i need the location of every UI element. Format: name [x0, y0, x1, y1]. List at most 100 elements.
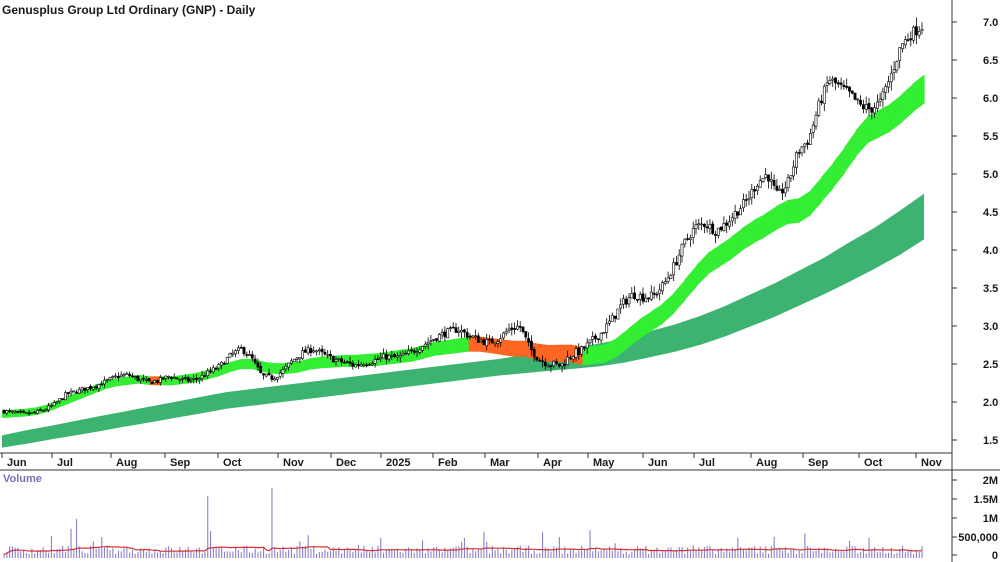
volume-bar [835, 548, 837, 558]
volume-bar [288, 549, 290, 558]
volume-bar [355, 549, 357, 558]
candle-body [242, 347, 246, 355]
volume-bar [76, 518, 78, 558]
x-tick-label: Nov [283, 457, 305, 469]
candle-body [711, 223, 715, 234]
candle-body [594, 335, 597, 340]
volume-bar [477, 549, 479, 558]
volume-bar [558, 537, 560, 558]
candle-body [128, 373, 132, 376]
candle-body [440, 332, 444, 336]
candle-body [496, 341, 500, 344]
volume-bar [343, 548, 345, 558]
volume-bar [854, 546, 856, 558]
volume-bar [402, 552, 404, 558]
candle-body [848, 86, 851, 92]
volume-bar [508, 553, 510, 558]
volume-bar [703, 547, 705, 558]
volume-bar [265, 554, 267, 558]
volume-bar [92, 541, 94, 558]
short-band-segment [206, 366, 219, 380]
short-band-segment [457, 336, 470, 353]
volume-bar [441, 552, 443, 558]
volume-bar [184, 549, 186, 558]
candle-body [376, 358, 380, 361]
candle-body [356, 364, 360, 366]
volume-bar [595, 547, 597, 558]
volume-bar [491, 546, 493, 558]
x-tick-label: Jun [7, 457, 27, 469]
candle-body [903, 39, 907, 46]
volume-bar [330, 550, 332, 558]
volume-bar [391, 548, 393, 558]
volume-bar [622, 553, 624, 558]
volume-bar [20, 551, 22, 558]
candle-body [105, 379, 109, 381]
candle-body [167, 375, 171, 378]
volume-bar [784, 547, 786, 558]
candle-body [775, 185, 779, 191]
volume-bar [427, 548, 429, 558]
volume-bar [606, 550, 608, 558]
y-tick-label: 5.5 [983, 131, 998, 143]
volume-bar [888, 552, 890, 558]
volume-bar [151, 553, 153, 558]
volume-bar [500, 553, 502, 558]
short-band-segment [662, 293, 675, 324]
candle-body [613, 315, 617, 319]
volume-bar [514, 548, 516, 558]
volume-bar [3, 553, 5, 558]
volume-bar [193, 552, 195, 558]
x-tick-label: May [593, 457, 615, 469]
volume-tick-label: 500,000 [958, 532, 998, 544]
volume-bar [662, 551, 664, 558]
volume-bar [405, 548, 407, 558]
volume-bar [168, 546, 170, 558]
volume-bar [776, 548, 778, 558]
candle-body [387, 354, 391, 360]
x-tick-label: Feb [438, 457, 458, 469]
candle-body [817, 100, 821, 116]
candle-body [758, 180, 762, 188]
volume-bar [70, 528, 72, 558]
volume-bar [489, 553, 491, 558]
candle-body [370, 363, 374, 366]
candle-body [320, 348, 324, 353]
volume-bar [734, 549, 736, 558]
candle-body [538, 359, 542, 362]
volume-bar [117, 550, 119, 558]
candle-body [5, 410, 9, 414]
candle-body [510, 327, 514, 330]
candle-body [306, 347, 310, 354]
volume-bar [396, 548, 398, 558]
volume-bar [246, 545, 248, 558]
candle-body [158, 377, 162, 383]
volume-bar [798, 551, 800, 558]
volume-bar [299, 541, 301, 558]
short-band-segment [445, 338, 458, 355]
volume-bar [87, 553, 89, 558]
volume-bar [542, 531, 544, 558]
volume-bar [173, 552, 175, 558]
candle-body [490, 338, 494, 344]
short-band-segment [798, 190, 811, 223]
volume-bar [229, 551, 231, 558]
volume-bar [11, 546, 13, 558]
volume-bar [701, 550, 703, 558]
volume-bar [263, 547, 265, 558]
candle-body [753, 189, 757, 192]
candle-body [596, 338, 600, 341]
candle-body [580, 346, 584, 355]
short-band-segment [537, 343, 549, 362]
candle-body [585, 342, 589, 349]
candle-body [488, 338, 491, 341]
volume-bar [564, 546, 566, 558]
candle-body [326, 353, 330, 356]
candle-body [568, 357, 572, 360]
candle-body [864, 104, 868, 110]
short-band-segment [889, 94, 902, 132]
candle-body [334, 359, 338, 362]
volume-bar [611, 550, 613, 558]
candle-body [680, 243, 684, 257]
